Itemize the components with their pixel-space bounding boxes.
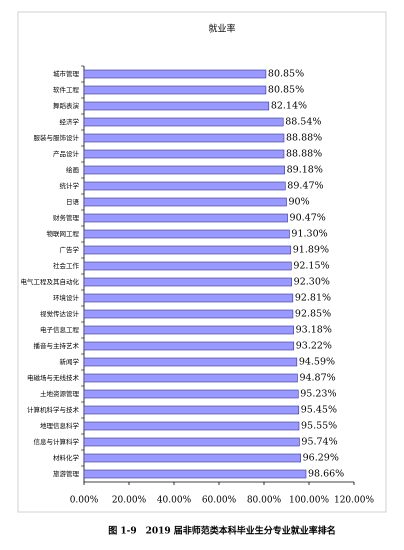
value-label: 92.15% — [293, 261, 329, 272]
value-label: 93.18% — [296, 325, 332, 336]
y-tick-label: 旅游管理 — [53, 469, 80, 478]
bar — [83, 437, 300, 447]
bar — [83, 421, 300, 431]
y-tick-label: 材料化学 — [53, 453, 80, 462]
bar — [83, 389, 299, 399]
bar — [83, 325, 294, 335]
value-label: 95.23% — [300, 389, 336, 400]
y-tick-label: 土地资源管理 — [40, 389, 80, 398]
bar — [83, 261, 292, 271]
value-label: 88.54% — [285, 117, 321, 128]
chart-frame — [17, 11, 387, 513]
bar — [83, 357, 298, 367]
y-tick-label: 电磁场与无线技术 — [27, 373, 80, 382]
bar — [83, 277, 292, 287]
value-label: 91.30% — [291, 229, 327, 240]
y-tick-label: 绘画 — [66, 165, 79, 174]
value-label: 89.47% — [287, 181, 323, 192]
bar — [83, 165, 285, 175]
value-label: 88.88% — [286, 133, 322, 144]
x-tick-label: 40.00% — [157, 496, 192, 506]
bar — [83, 309, 294, 319]
value-label: 89.18% — [287, 165, 323, 176]
bar — [83, 149, 285, 159]
bar — [83, 229, 290, 239]
y-tick-label: 新闻学 — [60, 357, 80, 366]
x-tick-label: 80.00% — [247, 496, 282, 506]
y-tick-label: 城市管理 — [53, 69, 80, 78]
value-label: 80.85% — [268, 85, 304, 96]
chart-title: 就业率 — [208, 23, 235, 35]
y-tick-label: 舞蹈表演 — [53, 101, 80, 110]
value-label: 95.74% — [301, 437, 337, 448]
bar — [83, 197, 287, 207]
bar — [83, 373, 298, 383]
y-tick-label: 视觉传达设计 — [40, 309, 80, 318]
bar — [83, 133, 285, 143]
bar — [83, 293, 294, 303]
y-tick-label: 地理信息科学 — [40, 421, 80, 430]
bar — [83, 181, 286, 191]
value-label: 80.85% — [268, 69, 304, 80]
y-tick-label: 财务管理 — [53, 213, 80, 222]
x-tick-label: 100.00% — [289, 496, 329, 506]
value-label: 90.47% — [290, 213, 326, 224]
x-tick-label: 60.00% — [202, 496, 237, 506]
value-label: 90% — [289, 197, 310, 208]
value-label: 96.29% — [303, 453, 339, 464]
value-label: 92.85% — [295, 309, 331, 320]
y-tick-label: 日语 — [66, 197, 80, 206]
y-tick-label: 计算机科学与技术 — [27, 405, 80, 414]
bar — [83, 341, 295, 351]
y-tick-label: 广告学 — [60, 245, 80, 254]
y-tick-label: 播音与主持艺术 — [34, 341, 80, 350]
y-tick-label: 信息与计算科学 — [34, 437, 80, 446]
bar — [83, 117, 284, 127]
y-tick-label: 统计学 — [60, 181, 80, 190]
y-tick-label: 电气工程及其自动化 — [21, 277, 80, 286]
value-label: 82.14% — [271, 101, 307, 112]
value-label: 92.30% — [294, 277, 330, 288]
bar — [83, 69, 267, 79]
y-tick-label: 产品设计 — [53, 149, 80, 158]
caption: 图 1-9 2019 届非师范类本科毕业生分专业就业率排名 — [108, 525, 336, 537]
y-tick-label: 软件工程 — [53, 85, 80, 94]
value-label: 93.22% — [296, 341, 332, 352]
y-tick-label: 环境设计 — [53, 293, 80, 302]
bar — [83, 469, 307, 479]
x-tick-label: 120.00% — [334, 496, 374, 506]
bar — [83, 453, 301, 463]
value-label: 94.59% — [299, 357, 335, 368]
bar — [83, 85, 267, 95]
value-label: 95.45% — [301, 405, 337, 416]
value-label: 91.89% — [293, 245, 329, 256]
y-tick-label: 电子信息工程 — [40, 325, 80, 334]
y-tick-label: 物联网工程 — [47, 229, 80, 238]
value-label: 94.87% — [299, 373, 335, 384]
value-label: 98.66% — [308, 469, 344, 480]
bar — [83, 101, 270, 111]
value-label: 95.55% — [301, 421, 337, 432]
y-tick-label: 经济学 — [60, 117, 80, 126]
bar — [83, 405, 300, 415]
bar — [83, 245, 292, 255]
bar — [83, 213, 288, 223]
x-tick-label: 0.00% — [70, 496, 99, 506]
x-tick-label: 20.00% — [112, 496, 147, 506]
value-label: 92.81% — [295, 293, 331, 304]
value-label: 88.88% — [286, 149, 322, 160]
y-tick-label: 社会工作 — [53, 261, 80, 270]
y-tick-label: 服装与服饰设计 — [34, 133, 80, 142]
